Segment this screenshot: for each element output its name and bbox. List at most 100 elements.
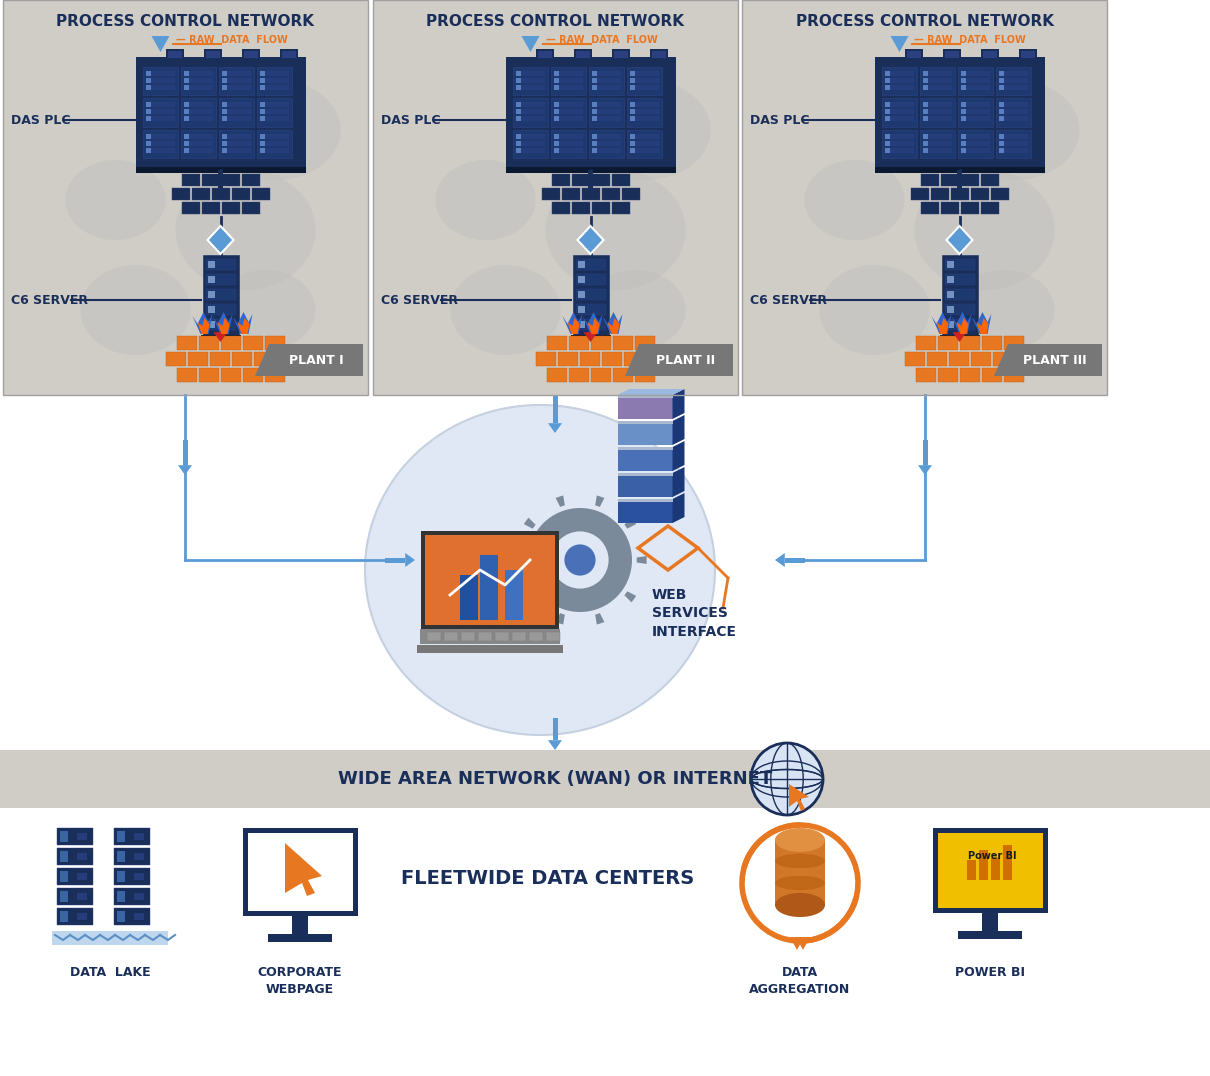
Bar (243, 51, 258, 58)
Bar (590, 336, 611, 350)
Bar (885, 85, 889, 90)
Bar (553, 71, 559, 76)
Bar (922, 116, 951, 122)
Bar (184, 77, 213, 83)
Bar (0, 808, 1210, 1076)
Bar (612, 368, 633, 382)
Bar (145, 116, 150, 122)
Bar (611, 174, 629, 186)
Bar (114, 868, 150, 884)
Bar (267, 934, 332, 942)
Bar (202, 202, 219, 214)
Bar (991, 188, 1008, 200)
Bar (515, 77, 545, 83)
Bar (60, 831, 68, 843)
Bar (992, 352, 1013, 366)
Bar (145, 147, 174, 153)
Bar (945, 259, 974, 270)
Bar (979, 850, 989, 880)
Bar (553, 85, 582, 90)
Bar (206, 51, 219, 58)
Bar (184, 85, 213, 90)
Bar (611, 49, 629, 59)
Ellipse shape (805, 160, 905, 240)
Bar (922, 102, 951, 108)
Bar (553, 102, 559, 108)
Bar (114, 848, 150, 865)
Text: DATA  LAKE: DATA LAKE (70, 966, 150, 979)
Bar (259, 110, 265, 114)
Bar (242, 202, 259, 214)
Polygon shape (932, 312, 951, 334)
Bar (949, 352, 968, 366)
Bar (145, 141, 174, 145)
Text: PLANT III: PLANT III (1024, 354, 1087, 367)
Bar (558, 352, 577, 366)
Bar (629, 141, 658, 145)
Bar (938, 336, 957, 350)
Polygon shape (673, 441, 685, 471)
Bar (183, 440, 188, 465)
Bar (221, 110, 250, 114)
Bar (259, 110, 288, 114)
Text: C6 SERVER: C6 SERVER (381, 294, 459, 307)
Bar (495, 632, 509, 641)
Bar (922, 116, 928, 122)
Bar (1003, 336, 1024, 350)
Bar (553, 71, 582, 76)
Bar (629, 102, 634, 108)
Bar (601, 352, 622, 366)
Ellipse shape (586, 270, 686, 350)
Bar (961, 102, 990, 108)
Polygon shape (993, 344, 1102, 376)
Bar (629, 116, 634, 122)
Bar (622, 188, 640, 200)
Bar (592, 85, 597, 90)
Bar (134, 893, 144, 900)
Bar (958, 931, 1022, 939)
Bar (145, 85, 150, 90)
Bar (946, 261, 953, 268)
Bar (198, 336, 219, 350)
Bar (592, 141, 597, 145)
Bar (629, 133, 658, 139)
Bar (57, 848, 93, 865)
Polygon shape (951, 312, 972, 334)
Bar (259, 77, 288, 83)
Text: PLANT I: PLANT I (289, 354, 344, 367)
Bar (166, 352, 185, 366)
Bar (145, 133, 174, 139)
Bar (968, 846, 1012, 876)
Bar (960, 336, 980, 350)
Bar (219, 130, 254, 158)
Bar (515, 102, 520, 108)
Bar (922, 147, 928, 153)
Bar (629, 133, 634, 139)
Bar (961, 77, 990, 83)
Bar (134, 833, 144, 840)
Text: WIDE AREA NETWORK (WAN) OR INTERNET: WIDE AREA NETWORK (WAN) OR INTERNET (338, 770, 772, 788)
Text: FLEETWIDE DATA CENTERS: FLEETWIDE DATA CENTERS (402, 868, 695, 888)
Bar (180, 98, 215, 127)
Bar (588, 170, 593, 195)
Ellipse shape (955, 270, 1054, 350)
Bar (180, 130, 215, 158)
Bar (134, 853, 144, 860)
Bar (184, 110, 189, 114)
Bar (617, 447, 673, 471)
Bar (577, 277, 584, 283)
Bar (967, 860, 976, 880)
Bar (592, 133, 597, 139)
Bar (184, 110, 213, 114)
Bar (920, 67, 955, 96)
Bar (946, 321, 953, 328)
Bar (946, 306, 953, 313)
Bar (629, 77, 658, 83)
Bar (259, 147, 288, 153)
Bar (221, 141, 250, 145)
Bar (651, 51, 666, 58)
Bar (588, 332, 593, 337)
Polygon shape (774, 553, 785, 567)
Bar (623, 352, 644, 366)
Bar (184, 71, 189, 76)
